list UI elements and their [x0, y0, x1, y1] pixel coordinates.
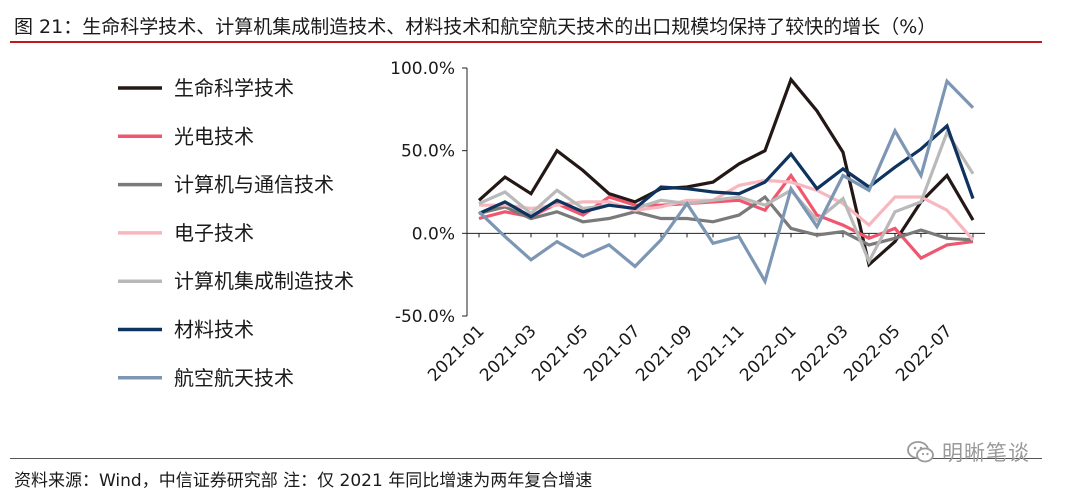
x-tick-label: 2022-01 — [736, 321, 800, 385]
legend-label: 生命科学技术 — [174, 76, 294, 100]
x-tick-label: 2021-01 — [424, 321, 488, 385]
legend-label: 电子技术 — [174, 221, 254, 245]
watermark-text: 明晰笔谈 — [942, 441, 1030, 465]
chart-area: -50.0%0.0%50.0%100.0%2021-012021-032021-… — [118, 59, 985, 390]
legend-label: 计算机集成制造技术 — [174, 269, 354, 293]
series-line-7 — [477, 78, 975, 286]
wechat-icon — [907, 441, 934, 463]
x-tick-label: 2021-09 — [632, 321, 696, 385]
x-tick-label: 2021-05 — [528, 321, 592, 385]
chart-title: 图 21：生命科学技术、计算机集成制造技术、材料技术和航空航天技术的出口规模均保… — [14, 16, 937, 38]
legend-label: 计算机与通信技术 — [174, 173, 334, 197]
series-line-5 — [478, 128, 975, 266]
watermark: 明晰笔谈 — [906, 437, 1030, 467]
legend-label: 航空航天技术 — [174, 366, 294, 390]
x-tick-label: 2021-03 — [476, 321, 540, 385]
y-tick-label: 0.0% — [412, 224, 455, 244]
legend-label: 材料技术 — [174, 318, 254, 342]
legend-label: 光电技术 — [174, 124, 254, 148]
y-tick-label: 100.0% — [390, 59, 455, 79]
x-tick-label: 2022-05 — [840, 321, 904, 385]
x-tick-label: 2022-07 — [892, 321, 956, 385]
x-tick-label: 2022-03 — [788, 321, 852, 385]
y-tick-label: 50.0% — [401, 142, 455, 162]
x-tick-label: 2021-07 — [580, 321, 644, 385]
series-line-1 — [477, 76, 975, 268]
series-line-6 — [478, 123, 975, 219]
x-tick-label: 2021-11 — [684, 321, 748, 385]
title-rule — [10, 41, 1042, 43]
footer-rule — [10, 458, 1042, 459]
source-note: 资料来源：Wind，中信证券研究部 注：仅 2021 年同比增速为两年复合增速 — [14, 471, 593, 491]
y-tick-label: -50.0% — [395, 307, 455, 327]
series-line-3 — [478, 194, 974, 247]
